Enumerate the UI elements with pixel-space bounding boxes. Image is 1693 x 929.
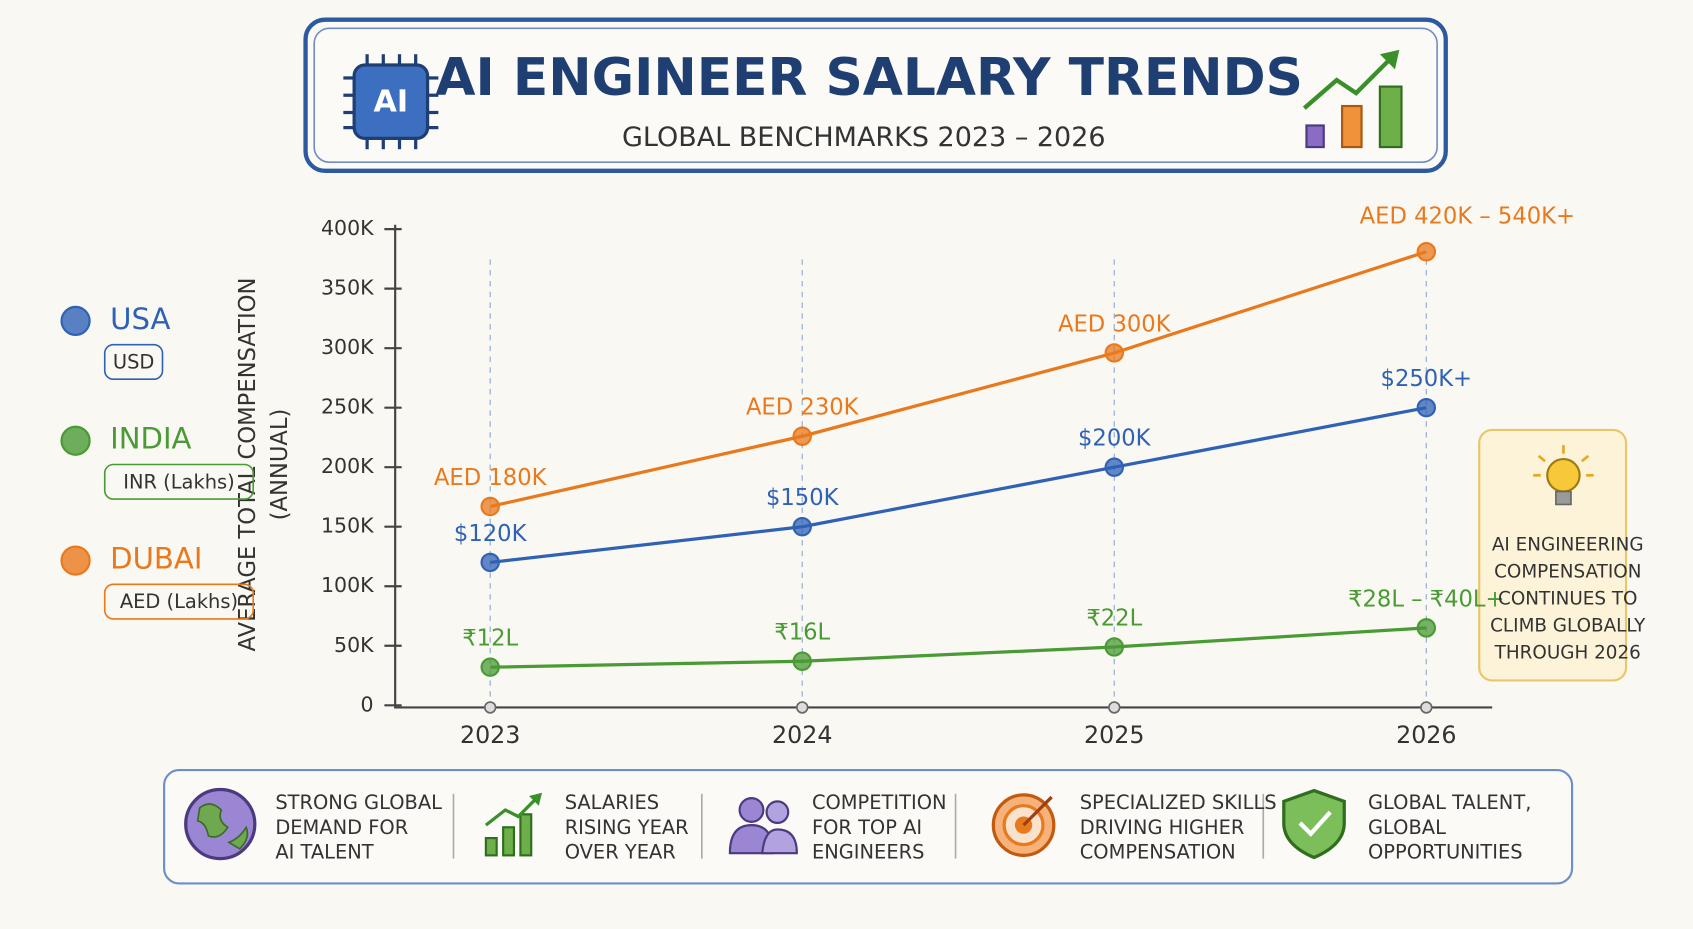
- legend-label: INDIA: [110, 422, 191, 456]
- y-tick-label: 100K: [321, 573, 374, 597]
- callout-text: CONTINUES TO: [1498, 588, 1637, 609]
- highlight-text: GLOBAL TALENT,: [1368, 791, 1531, 814]
- x-tick: [483, 701, 497, 714]
- shield-icon: [1282, 788, 1346, 860]
- callout-text: THROUGH 2026: [1494, 642, 1641, 663]
- x-tick-label: 2023: [460, 721, 520, 749]
- data-point: [792, 651, 812, 671]
- ai-chip-label: AI: [374, 84, 409, 119]
- target-icon: [991, 793, 1056, 857]
- chart-title: AI ENGINEER SALARY TRENDS: [435, 48, 1303, 108]
- y-tick-label: 50K: [334, 633, 374, 657]
- people-icon: [728, 797, 798, 855]
- callout-text: CLIMB GLOBALLY: [1490, 615, 1646, 636]
- data-label: $120K: [454, 521, 528, 547]
- highlight-text: OVER YEAR: [565, 841, 676, 864]
- highlights-box: [163, 768, 1574, 885]
- data-point: [1416, 397, 1437, 418]
- x-tick: [1108, 701, 1121, 714]
- legend-marker: [60, 305, 91, 337]
- data-label: AED 420K – 540K+: [1360, 204, 1575, 230]
- data-label: $250K+: [1381, 366, 1473, 392]
- highlight-text: RISING YEAR: [565, 816, 689, 839]
- y-tick-label: 150K: [321, 514, 374, 538]
- data-point: [1104, 457, 1124, 477]
- data-label: ₹28L – ₹40L+: [1348, 586, 1504, 612]
- data-point: [1416, 242, 1437, 262]
- data-point: [480, 657, 500, 677]
- highlight-text: FOR TOP AI: [812, 816, 922, 839]
- callout-text: AI ENGINEERING: [1492, 534, 1644, 555]
- y-tick-label: 250K: [321, 395, 374, 419]
- legend-label: USA: [110, 302, 170, 336]
- data-point: [1416, 618, 1437, 638]
- legend-unit: USD: [113, 351, 155, 374]
- data-point: [480, 496, 500, 517]
- legend-unit-badge: [103, 463, 255, 500]
- title-box: [303, 17, 1448, 173]
- legend-unit: AED (Lakhs): [120, 590, 238, 613]
- growth-icon: [1302, 49, 1403, 149]
- highlight-text: ENGINEERS: [812, 841, 924, 864]
- series-line: [490, 406, 1427, 565]
- data-label: AED 230K: [746, 395, 860, 421]
- data-label: AED 300K: [1058, 311, 1172, 337]
- data-point: [1104, 637, 1124, 657]
- chart-subtitle: GLOBAL BENCHMARKS 2023 – 2026: [622, 122, 1106, 153]
- highlight-text: AI TALENT: [275, 841, 373, 864]
- y-tick-label: 200K: [321, 454, 374, 478]
- highlight-text: STRONG GLOBAL: [275, 791, 442, 814]
- data-label: $150K: [766, 485, 840, 511]
- data-point: [480, 552, 500, 573]
- highlight-text: DEMAND FOR: [275, 816, 408, 839]
- legend-unit: INR (Lakhs): [123, 470, 234, 493]
- x-tick: [796, 701, 809, 714]
- y-tick-label: 400K: [321, 216, 374, 240]
- data-label: ₹12L: [462, 626, 518, 652]
- x-tick-label: 2024: [772, 721, 832, 749]
- y-tick-label: 350K: [321, 276, 374, 300]
- highlight-text: COMPETITION: [812, 791, 947, 814]
- x-tick-label: 2025: [1084, 721, 1144, 749]
- legend-marker: [60, 545, 91, 576]
- highlight-separators: [452, 793, 1265, 859]
- x-tick-label: 2026: [1396, 721, 1456, 749]
- data-label: $200K: [1078, 426, 1152, 452]
- ai-chip-icon: [343, 54, 439, 150]
- y-tick-label: 300K: [321, 335, 374, 359]
- legend-unit-badge: [103, 343, 164, 381]
- highlight-text: OPPORTUNITIES: [1368, 841, 1523, 864]
- data-point: [792, 426, 812, 446]
- highlight-text: COMPENSATION: [1080, 841, 1236, 864]
- x-tick: [1420, 701, 1433, 714]
- highlight-text: DRIVING HIGHER: [1080, 816, 1245, 839]
- legend-marker: [60, 425, 91, 456]
- globe-icon: [184, 787, 257, 861]
- callout-text: COMPENSATION: [1494, 561, 1641, 582]
- data-label: ₹22L: [1086, 605, 1142, 631]
- series-line: [489, 250, 1427, 509]
- callout-box: [1478, 428, 1628, 682]
- lightbulb-icon: [1533, 445, 1594, 506]
- data-label: ₹16L: [774, 620, 830, 646]
- highlight-text: SALARIES: [565, 791, 659, 814]
- y-axis-label-sub: (ANNUAL): [267, 409, 293, 521]
- title-box-inner: [313, 27, 1438, 163]
- legend-unit-badge: [103, 583, 255, 620]
- highlight-text: SPECIALIZED SKILLS: [1080, 791, 1277, 814]
- y-tick-label: 0: [361, 692, 374, 716]
- highlight-text: GLOBAL: [1368, 816, 1446, 839]
- data-point: [1104, 343, 1124, 363]
- data-point: [792, 517, 812, 537]
- legend-label: DUBAI: [110, 542, 202, 576]
- series-line: [490, 626, 1427, 669]
- rising-bars-icon: [484, 792, 543, 857]
- data-label: AED 180K: [434, 465, 548, 491]
